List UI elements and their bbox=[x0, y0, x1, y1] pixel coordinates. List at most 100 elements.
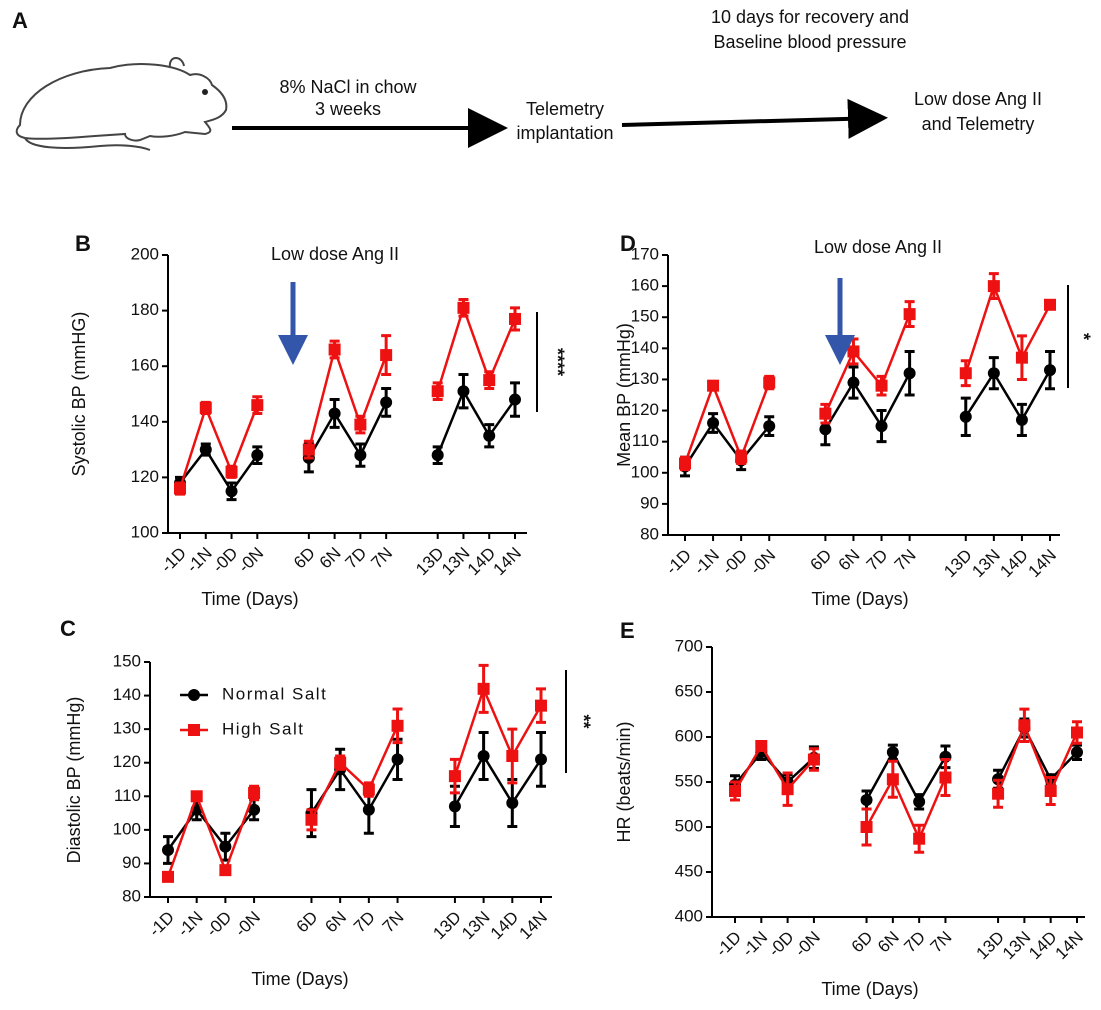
series-line bbox=[166, 685, 543, 878]
y-tick-label: 150 bbox=[113, 651, 141, 670]
x-tick-label: 6D bbox=[290, 544, 319, 573]
x-tick-label: -1D bbox=[145, 908, 178, 941]
y-tick-label: 650 bbox=[675, 681, 703, 700]
data-point bbox=[225, 485, 238, 498]
mouse-eye bbox=[202, 89, 208, 95]
y-tick-label: 160 bbox=[631, 276, 659, 295]
data-point bbox=[251, 399, 264, 412]
step-text: 10 days for recovery and bbox=[711, 7, 909, 27]
x-tick-label: 7D bbox=[350, 908, 379, 937]
data-point bbox=[225, 465, 238, 478]
step-text: Telemetry bbox=[526, 99, 604, 119]
y-tick-label: 500 bbox=[675, 816, 703, 835]
legend-label: Normal Salt bbox=[222, 684, 327, 703]
panel-a: A 8% NaCl in chow 3 weeks Telemetry impl… bbox=[12, 7, 1042, 151]
x-tick-label: 14D bbox=[996, 546, 1031, 581]
x-tick-label: 14N bbox=[1025, 546, 1060, 581]
panel-label: B bbox=[75, 231, 91, 256]
data-point bbox=[959, 410, 972, 423]
x-axis-label: Time (Days) bbox=[811, 589, 908, 609]
y-tick-label: 130 bbox=[631, 369, 659, 388]
data-point bbox=[1018, 719, 1031, 732]
data-point bbox=[219, 840, 232, 853]
panel-label: A bbox=[12, 8, 28, 33]
data-point bbox=[380, 396, 393, 409]
annotation-label: Low dose Ang II bbox=[814, 237, 942, 257]
data-point bbox=[1015, 351, 1028, 364]
arrow bbox=[621, 98, 888, 139]
x-tick-label: -0N bbox=[746, 546, 779, 579]
step-text: implantation bbox=[516, 123, 613, 143]
x-tick-label: -0N bbox=[234, 544, 267, 577]
data-point bbox=[506, 797, 519, 809]
data-point bbox=[1044, 364, 1056, 377]
y-axis-label: HR (beats/min) bbox=[614, 721, 634, 842]
data-point bbox=[729, 785, 741, 797]
y-tick-label: 160 bbox=[131, 356, 159, 375]
chart-panel: D 80 90 100 110 120 130 140 150 160 170 -1D-1N-0D-0… bbox=[614, 231, 1094, 609]
data-point bbox=[483, 374, 496, 387]
data-point bbox=[162, 870, 174, 883]
x-tick-label: -1N bbox=[174, 908, 207, 941]
panel-label: C bbox=[60, 616, 76, 641]
data-point bbox=[875, 379, 888, 392]
data-point bbox=[457, 301, 470, 314]
data-point bbox=[431, 385, 444, 398]
x-tick-label: 7D bbox=[342, 544, 371, 573]
y-tick-label: 100 bbox=[113, 819, 141, 838]
data-point bbox=[391, 753, 404, 766]
x-tick-label: 6N bbox=[321, 908, 350, 937]
data-point bbox=[334, 756, 347, 769]
y-tick-label: 180 bbox=[131, 300, 159, 319]
x-tick-label: 6D bbox=[807, 546, 836, 575]
x-tick-label: 6N bbox=[835, 546, 864, 575]
data-point bbox=[174, 482, 186, 495]
data-point bbox=[847, 345, 860, 358]
data-point bbox=[987, 367, 1000, 380]
data-point bbox=[755, 740, 768, 752]
x-tick-label: -0D bbox=[718, 546, 751, 579]
significance-stars: ** bbox=[573, 714, 593, 728]
x-tick-label: 6D bbox=[293, 908, 322, 937]
data-point bbox=[380, 349, 393, 362]
data-point bbox=[199, 443, 212, 456]
x-tick-label: 13N bbox=[968, 546, 1003, 581]
data-point bbox=[535, 753, 547, 766]
y-tick-label: 450 bbox=[675, 861, 703, 880]
x-axis-label: Time (Days) bbox=[821, 979, 918, 999]
data-point bbox=[219, 864, 232, 877]
series-line bbox=[178, 303, 517, 489]
data-point bbox=[354, 449, 367, 462]
y-tick-label: 140 bbox=[113, 685, 141, 704]
data-point bbox=[362, 803, 375, 816]
data-point bbox=[939, 771, 952, 784]
data-point bbox=[305, 813, 318, 826]
data-point bbox=[781, 783, 794, 796]
x-tick-label: 7N bbox=[367, 544, 396, 573]
data-point bbox=[248, 803, 261, 816]
x-tick-label: 6D bbox=[848, 928, 877, 957]
x-tick-label: 7N bbox=[379, 908, 408, 937]
x-tick-label: 14N bbox=[1052, 928, 1087, 963]
y-axis-label: Systolic BP (mmHG) bbox=[69, 312, 89, 477]
y-axis-label: Mean BP (mmHg) bbox=[614, 323, 634, 467]
data-point bbox=[190, 790, 203, 803]
data-point bbox=[251, 449, 264, 462]
x-tick-label: 7D bbox=[863, 546, 892, 575]
data-point bbox=[506, 750, 519, 762]
data-point bbox=[913, 832, 926, 845]
data-point bbox=[509, 312, 521, 325]
data-point bbox=[886, 746, 899, 759]
y-tick-label: 130 bbox=[113, 719, 141, 738]
data-point bbox=[679, 457, 691, 470]
annotation-label: Low dose Ang II bbox=[271, 244, 399, 264]
data-point bbox=[819, 423, 832, 436]
data-point bbox=[1071, 746, 1083, 759]
y-tick-label: 120 bbox=[131, 467, 159, 486]
significance-stars: **** bbox=[547, 348, 567, 376]
y-tick-label: 80 bbox=[122, 886, 141, 905]
step-text: and Telemetry bbox=[922, 114, 1035, 134]
mouse-drawing bbox=[15, 63, 228, 142]
x-tick-label: 6N bbox=[316, 544, 345, 573]
